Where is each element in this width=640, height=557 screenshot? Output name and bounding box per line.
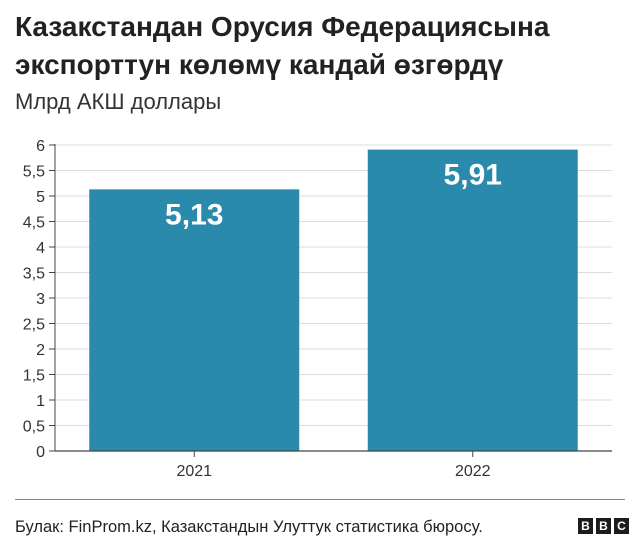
y-tick-label: 1 — [36, 393, 45, 410]
chart-title: Казакстандан Орусия Федерациясына экспор… — [15, 11, 550, 80]
bar-2021 — [89, 189, 300, 451]
y-tick-label: 4,5 — [23, 215, 45, 232]
y-tick-label: 1,5 — [23, 368, 45, 385]
logo-letter-c: C — [614, 518, 629, 534]
y-tick-label: 2,5 — [23, 317, 45, 334]
source-note: Булак: FinProm.kz, Казакстандын Улуттук … — [15, 518, 483, 536]
x-tick-label: 2021 — [176, 463, 212, 480]
chart-subtitle: Млрд АКШ доллары — [15, 89, 222, 114]
labels: 5,13 5,91 — [165, 159, 502, 232]
y-tick-label: 3,5 — [23, 266, 45, 283]
logo-letter-b1: B — [578, 518, 593, 534]
bar-value-label: 5,91 — [444, 159, 502, 192]
y-tick-label: 2 — [36, 342, 45, 359]
bbc-logo: B B C — [578, 518, 629, 534]
bar-value-label: 5,13 — [165, 198, 223, 231]
y-tick-label: 5,5 — [23, 164, 45, 181]
y-tick-label: 6 — [36, 138, 45, 155]
y-tick-label: 4 — [36, 240, 45, 257]
y-tick-label: 3 — [36, 291, 45, 308]
bars — [89, 149, 578, 451]
y-tick-label: 0,5 — [23, 419, 45, 436]
x-tick-label: 2022 — [455, 463, 491, 480]
y-tick-label: 0 — [36, 444, 45, 461]
logo-letter-b2: B — [596, 518, 611, 534]
y-tick-label: 5 — [36, 189, 45, 206]
bar-2022 — [367, 149, 578, 451]
footer-divider — [15, 499, 625, 500]
axes: 0 0,5 1 1,5 2 2,5 3 3,5 4 4,5 5 5,5 6 2021 2022 — [23, 138, 612, 480]
